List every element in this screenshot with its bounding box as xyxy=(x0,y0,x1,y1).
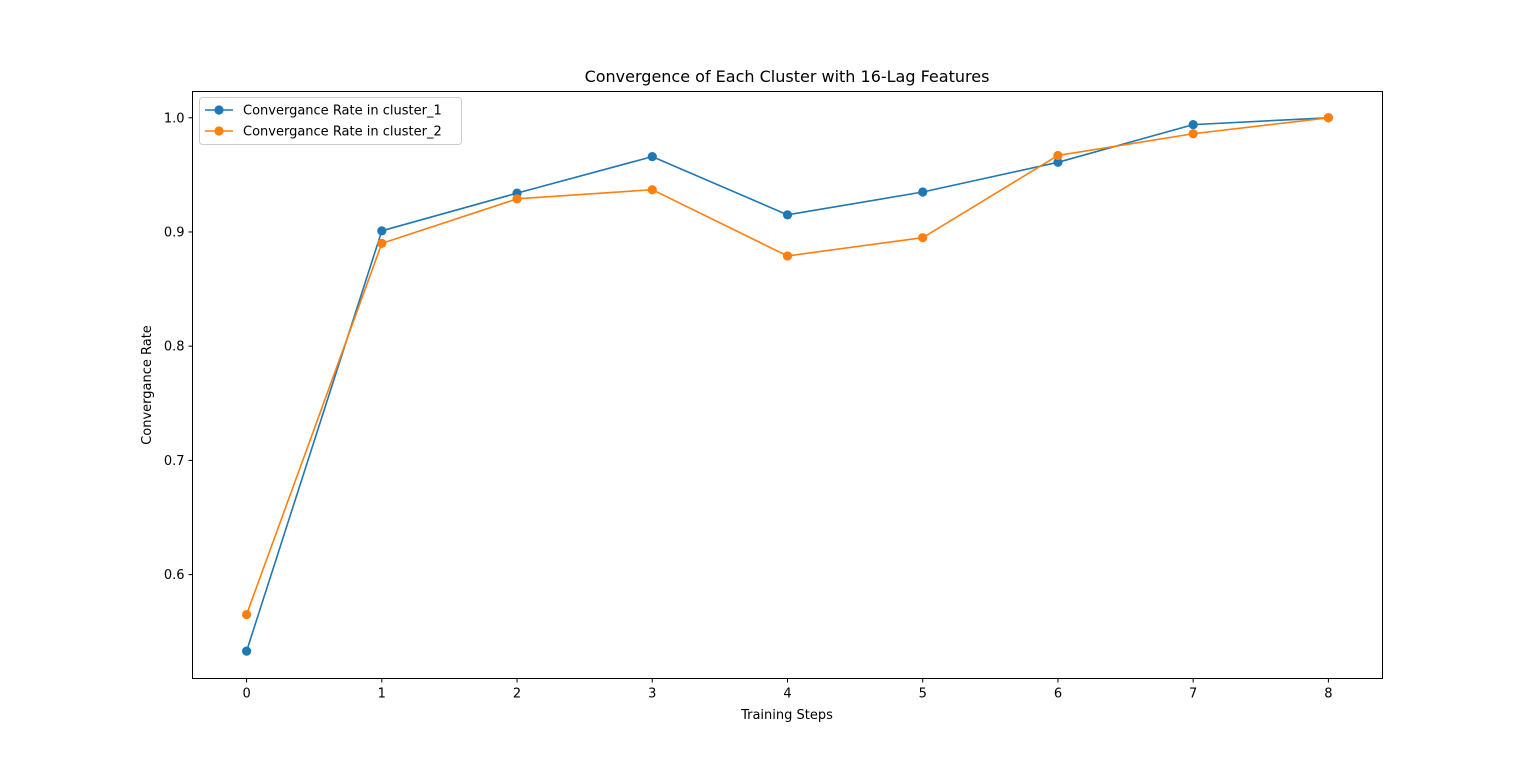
legend-label: Convergance Rate in cluster_1 xyxy=(243,104,442,119)
y-tick-label: 0.7 xyxy=(164,454,185,469)
data-point xyxy=(377,226,387,236)
x-tick-label: 0 xyxy=(242,687,250,702)
legend-box xyxy=(199,97,462,145)
data-point xyxy=(241,609,252,620)
x-tick-label: 6 xyxy=(1054,687,1062,702)
y-axis: 0.6 0.7 0.8 0.9 1.0 xyxy=(164,111,193,583)
data-point xyxy=(918,187,928,197)
x-tick-label: 3 xyxy=(648,687,656,702)
data-point xyxy=(1188,129,1198,139)
y-axis-label: Convergance Rate xyxy=(140,325,155,445)
series-line xyxy=(245,116,1329,615)
data-point xyxy=(782,210,793,220)
plot-area xyxy=(192,91,1383,679)
data-point xyxy=(241,646,252,656)
series-layer xyxy=(241,113,1334,656)
data-point xyxy=(1323,113,1334,123)
legend: Convergance Rate in cluster_1 Convergance… xyxy=(199,97,462,145)
data-point xyxy=(647,151,657,162)
y-tick-label: 0.8 xyxy=(164,340,185,355)
y-tick-label: 0.9 xyxy=(164,225,185,240)
legend-marker xyxy=(214,126,224,136)
data-point xyxy=(1053,157,1063,167)
data-point xyxy=(647,185,657,195)
series-1 xyxy=(241,113,1334,656)
x-tick-label: 1 xyxy=(378,687,386,702)
y-tick-label: 0.6 xyxy=(164,568,185,583)
x-tick-label: 4 xyxy=(783,687,791,702)
y-tick-label: 1.0 xyxy=(164,111,185,126)
x-tick-label: 5 xyxy=(919,687,927,702)
data-point xyxy=(377,238,387,248)
x-axis: 0 1 2 3 4 5 6 7 8 xyxy=(242,678,1333,702)
x-tick-label: 7 xyxy=(1189,687,1197,702)
x-tick-label: 2 xyxy=(513,687,521,702)
data-point xyxy=(1053,150,1063,161)
legend-item: Convergance Rate in cluster_2 xyxy=(205,125,442,140)
data-point xyxy=(1188,120,1198,130)
x-tick-label: 8 xyxy=(1324,687,1332,702)
legend-item: Convergance Rate in cluster_1 xyxy=(205,104,442,119)
x-axis-label: Training Steps xyxy=(740,708,833,723)
legend-marker xyxy=(214,105,224,115)
legend-label: Convergance Rate in cluster_2 xyxy=(243,125,442,140)
chart-title: Convergence of Each Cluster with 16-Lag … xyxy=(585,67,990,86)
data-point xyxy=(918,233,928,243)
series-line xyxy=(245,116,1329,652)
data-point xyxy=(782,251,793,261)
series-2 xyxy=(241,113,1334,620)
data-point xyxy=(512,194,522,204)
